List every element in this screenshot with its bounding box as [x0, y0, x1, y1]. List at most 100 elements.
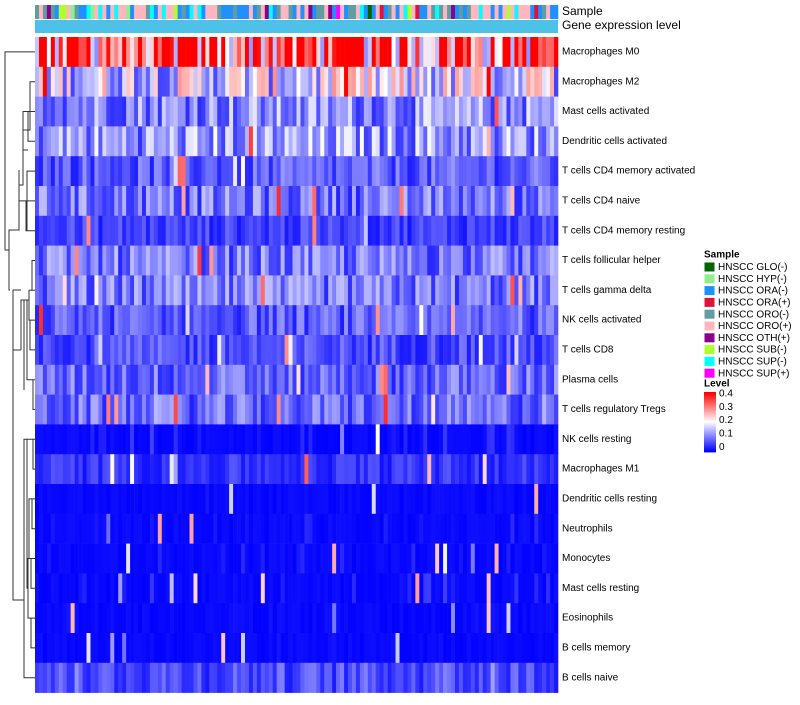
heatmap-cell: [403, 454, 408, 485]
level-gradient-step: [704, 411, 716, 413]
heatmap-cell: [526, 513, 531, 544]
heatmap-cell: [332, 633, 337, 664]
sample-annotation-cell: [435, 5, 440, 19]
heatmap-cell: [363, 37, 369, 68]
heatmap-cell: [308, 394, 313, 425]
heatmap-cell: [157, 37, 163, 68]
heatmap-cell: [348, 573, 353, 604]
heatmap-cell: [134, 394, 139, 425]
row-label: Macrophages M0: [562, 47, 640, 58]
heatmap-cell: [149, 335, 155, 366]
heatmap-cell: [165, 484, 171, 515]
heatmap-cell: [185, 662, 190, 693]
heatmap-cell: [130, 454, 135, 485]
heatmap-cell: [50, 96, 56, 127]
heatmap-cell: [244, 215, 250, 246]
heatmap-cell: [324, 275, 329, 306]
heatmap-cell: [260, 66, 266, 97]
heatmap-cell: [114, 335, 119, 366]
heatmap-cell: [82, 275, 87, 306]
heatmap-cell: [344, 484, 349, 515]
heatmap-cell: [58, 573, 64, 604]
heatmap-cell: [252, 215, 258, 246]
heatmap-cell: [348, 245, 353, 276]
heatmap-cell: [66, 245, 71, 276]
heatmap-cell: [54, 662, 60, 693]
heatmap-cell: [538, 543, 543, 574]
heatmap-cell: [482, 364, 487, 395]
heatmap-cell: [399, 394, 404, 425]
heatmap-cell: [221, 156, 226, 187]
heatmap-cell: [165, 186, 171, 217]
heatmap-cell: [185, 186, 190, 217]
level-gradient-step: [704, 421, 716, 423]
heatmap-cell: [379, 156, 384, 187]
heatmap-cell: [62, 424, 67, 455]
heatmap-cell: [145, 186, 151, 217]
heatmap-cell: [407, 454, 412, 485]
heatmap-cell: [502, 364, 507, 395]
heatmap-cell: [407, 96, 412, 127]
heatmap-cell: [54, 454, 60, 485]
heatmap-cell: [217, 662, 222, 693]
heatmap-cell: [193, 186, 198, 217]
heatmap-cell: [387, 215, 392, 246]
annotation-label-gene-expression-level: Gene expression level: [562, 18, 681, 32]
heatmap-cell: [78, 37, 83, 68]
heatmap-cell: [90, 275, 95, 306]
heatmap-cell: [185, 364, 190, 395]
heatmap-cell: [403, 573, 408, 604]
heatmap-cell: [58, 66, 64, 97]
heatmap-cell: [462, 424, 468, 455]
heatmap-cell: [256, 573, 262, 604]
heatmap-cell: [546, 305, 551, 336]
heatmap-cell: [534, 335, 539, 366]
heatmap-cell: [42, 215, 48, 246]
heatmap-cell: [197, 454, 202, 485]
heatmap-cell: [435, 633, 440, 664]
heatmap-cell: [217, 424, 222, 455]
heatmap-cell: [427, 424, 432, 455]
heatmap-cell: [66, 484, 71, 515]
heatmap-cell: [102, 454, 107, 485]
heatmap-cell: [173, 633, 178, 664]
heatmap-cell: [300, 662, 305, 693]
heatmap-cell: [268, 215, 274, 246]
sample-annotation-cell: [90, 5, 95, 19]
heatmap-cell: [470, 662, 476, 693]
heatmap-cell: [50, 275, 56, 306]
heatmap-cell: [149, 37, 155, 68]
heatmap-cell: [241, 573, 246, 604]
heatmap-cell: [141, 573, 147, 604]
heatmap-cell: [157, 543, 163, 574]
level-gradient-step: [704, 448, 716, 450]
heatmap-cell: [443, 126, 448, 157]
heatmap-cell: [304, 484, 309, 515]
heatmap-cell: [106, 662, 111, 693]
heatmap-cell: [375, 633, 380, 664]
heatmap-cell: [458, 305, 464, 336]
sample-annotation-cell: [542, 5, 547, 19]
heatmap-cell: [538, 662, 543, 693]
heatmap-cell: [256, 633, 262, 664]
heatmap-cell: [458, 335, 464, 366]
heatmap-cell: [300, 275, 305, 306]
heatmap-cell: [546, 245, 551, 276]
heatmap-cell: [427, 305, 432, 336]
heatmap-cell: [241, 66, 246, 97]
heatmap-cell: [482, 513, 487, 544]
row-label: NK cells activated: [562, 315, 641, 326]
heatmap-cell: [526, 156, 531, 187]
heatmap-cell: [268, 394, 274, 425]
heatmap-cell: [90, 37, 95, 68]
heatmap-cell: [205, 513, 210, 544]
heatmap-cell: [415, 394, 420, 425]
heatmap-cell: [114, 96, 119, 127]
heatmap-cell: [260, 394, 266, 425]
heatmap-cell: [209, 96, 214, 127]
heatmap-cell: [248, 573, 254, 604]
heatmap-cell: [308, 662, 313, 693]
heatmap-cell: [443, 66, 448, 97]
heatmap-cell: [474, 633, 480, 664]
heatmap-cell: [526, 215, 531, 246]
